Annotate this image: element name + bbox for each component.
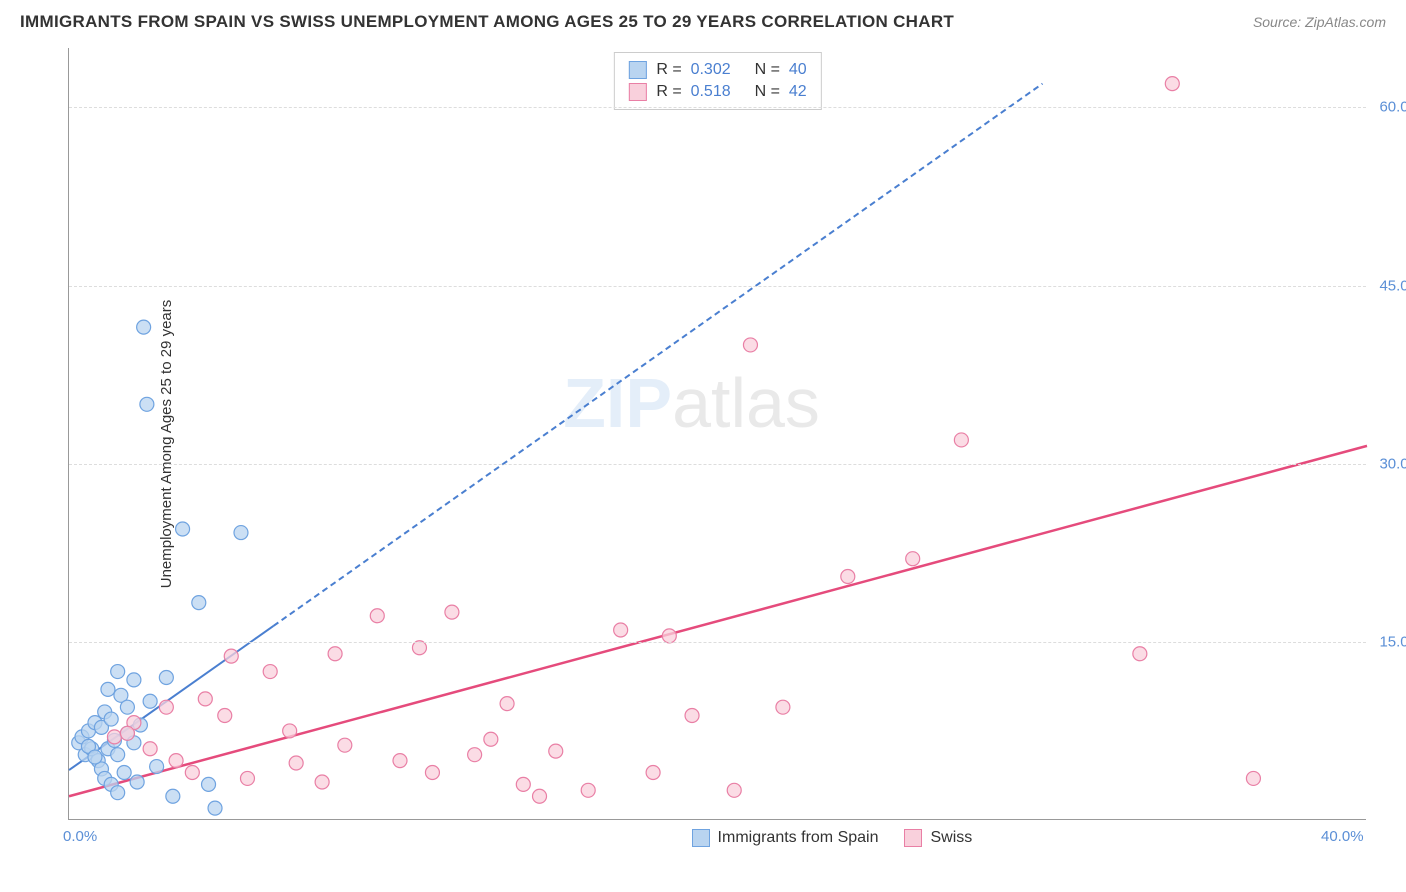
data-point bbox=[393, 754, 407, 768]
data-point bbox=[127, 673, 141, 687]
legend-row: R = 0.302 N = 40 bbox=[628, 59, 806, 81]
chart-container: Unemployment Among Ages 25 to 29 years Z… bbox=[50, 48, 1386, 840]
correlation-legend: R = 0.302 N = 40 R = 0.518 N = 42 bbox=[613, 52, 821, 110]
y-tick-label: 45.0% bbox=[1379, 277, 1406, 294]
y-tick-label: 15.0% bbox=[1379, 633, 1406, 650]
data-point bbox=[468, 748, 482, 762]
data-point bbox=[234, 526, 248, 540]
data-point bbox=[159, 700, 173, 714]
data-point bbox=[533, 789, 547, 803]
data-point bbox=[169, 754, 183, 768]
data-point bbox=[484, 732, 498, 746]
data-point bbox=[111, 748, 125, 762]
legend-n: N = 40 bbox=[755, 61, 807, 79]
plot-area: ZIPatlas R = 0.302N = 40R = 0.518N = 42 … bbox=[68, 48, 1366, 820]
legend-swatch bbox=[628, 61, 646, 79]
data-point bbox=[185, 765, 199, 779]
legend-row: R = 0.518 N = 42 bbox=[628, 81, 806, 103]
data-point bbox=[685, 708, 699, 722]
data-point bbox=[516, 777, 530, 791]
data-point bbox=[283, 724, 297, 738]
data-point bbox=[176, 522, 190, 536]
data-point bbox=[104, 712, 118, 726]
header: IMMIGRANTS FROM SPAIN VS SWISS UNEMPLOYM… bbox=[0, 0, 1406, 40]
data-point bbox=[159, 670, 173, 684]
data-point bbox=[117, 765, 131, 779]
legend-n: N = 42 bbox=[755, 83, 807, 101]
data-point bbox=[315, 775, 329, 789]
data-point bbox=[1133, 647, 1147, 661]
data-point bbox=[130, 775, 144, 789]
data-point bbox=[727, 783, 741, 797]
data-point bbox=[263, 665, 277, 679]
data-point bbox=[120, 726, 134, 740]
data-point bbox=[137, 320, 151, 334]
data-point bbox=[208, 801, 222, 815]
data-point bbox=[646, 765, 660, 779]
data-point bbox=[425, 765, 439, 779]
data-point bbox=[140, 397, 154, 411]
chart-title: IMMIGRANTS FROM SPAIN VS SWISS UNEMPLOYM… bbox=[20, 12, 954, 32]
data-point bbox=[445, 605, 459, 619]
data-point bbox=[224, 649, 238, 663]
data-point bbox=[289, 756, 303, 770]
data-point bbox=[614, 623, 628, 637]
legend-label: Swiss bbox=[930, 829, 972, 847]
legend-r: R = 0.518 bbox=[656, 83, 730, 101]
data-point bbox=[500, 697, 514, 711]
data-point bbox=[120, 700, 134, 714]
data-point bbox=[192, 596, 206, 610]
y-tick-label: 30.0% bbox=[1379, 455, 1406, 472]
trend-line bbox=[69, 446, 1367, 796]
legend-r: R = 0.302 bbox=[656, 61, 730, 79]
data-point bbox=[202, 777, 216, 791]
legend-swatch bbox=[628, 83, 646, 101]
data-point bbox=[743, 338, 757, 352]
data-point bbox=[776, 700, 790, 714]
data-point bbox=[88, 750, 102, 764]
trend-line-dashed bbox=[273, 84, 1042, 626]
data-point bbox=[166, 789, 180, 803]
data-point bbox=[198, 692, 212, 706]
gridline bbox=[69, 464, 1366, 465]
legend-swatch bbox=[692, 829, 710, 847]
data-point bbox=[143, 694, 157, 708]
data-point bbox=[111, 786, 125, 800]
source-attribution: Source: ZipAtlas.com bbox=[1253, 14, 1386, 30]
data-point bbox=[549, 744, 563, 758]
data-point bbox=[101, 682, 115, 696]
data-point bbox=[1246, 771, 1260, 785]
data-point bbox=[328, 647, 342, 661]
x-tick-label: 40.0% bbox=[1321, 828, 1364, 845]
data-point bbox=[841, 570, 855, 584]
scatter-svg bbox=[69, 48, 1366, 819]
data-point bbox=[150, 760, 164, 774]
data-point bbox=[662, 629, 676, 643]
x-tick-label: 0.0% bbox=[63, 828, 97, 845]
legend-swatch bbox=[904, 829, 922, 847]
data-point bbox=[412, 641, 426, 655]
data-point bbox=[906, 552, 920, 566]
data-point bbox=[143, 742, 157, 756]
gridline bbox=[69, 642, 1366, 643]
series-legend: Immigrants from Spain Swiss bbox=[692, 829, 973, 847]
data-point bbox=[240, 771, 254, 785]
data-point bbox=[218, 708, 232, 722]
y-tick-label: 60.0% bbox=[1379, 99, 1406, 116]
data-point bbox=[370, 609, 384, 623]
data-point bbox=[338, 738, 352, 752]
gridline bbox=[69, 286, 1366, 287]
data-point bbox=[581, 783, 595, 797]
data-point bbox=[111, 665, 125, 679]
gridline bbox=[69, 107, 1366, 108]
data-point bbox=[107, 730, 121, 744]
legend-label: Immigrants from Spain bbox=[718, 829, 879, 847]
data-point bbox=[1165, 77, 1179, 91]
data-point bbox=[954, 433, 968, 447]
